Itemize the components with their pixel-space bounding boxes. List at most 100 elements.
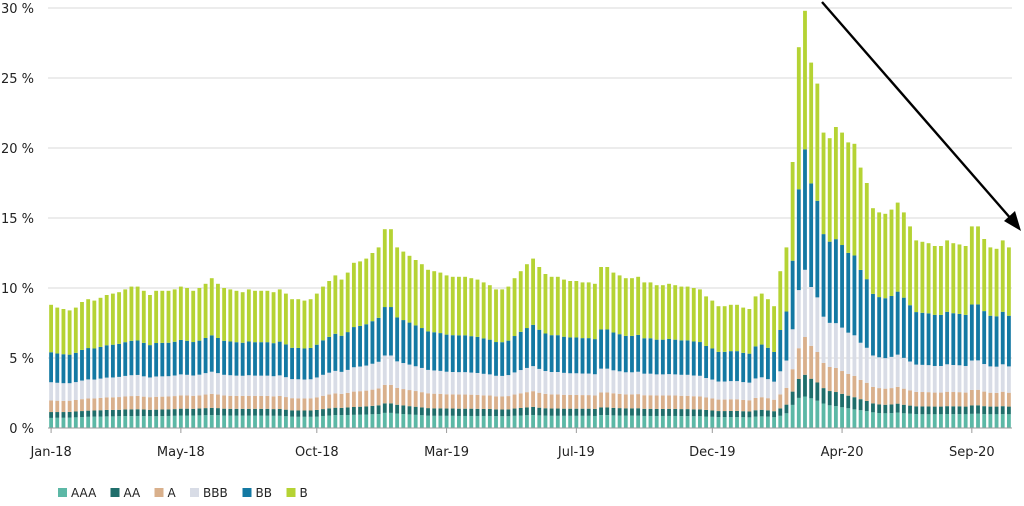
bar-segment-a [481, 395, 486, 409]
bar-segment-aaa [178, 415, 183, 428]
bar-segment-aaa [976, 413, 980, 428]
bar-segment-b [61, 309, 66, 355]
bar-segment-aaa [358, 414, 362, 428]
bar-segment-bbb [549, 372, 554, 395]
bar-segment-bbb [172, 375, 177, 397]
bar-segment-bb [599, 329, 603, 369]
bar-segment-b [327, 281, 332, 337]
bar-segment-aaa [883, 413, 888, 428]
bar-segment-bbb [821, 316, 826, 363]
bar-segment-aa [611, 407, 616, 416]
bar-segment-b [796, 47, 801, 190]
bar-segment-a [296, 398, 301, 411]
bar-segment-b [271, 292, 276, 344]
bar-segment-b [401, 251, 406, 321]
bar-segment-bb [698, 342, 702, 376]
bar-segment-a [673, 395, 678, 409]
bar-segment-bbb [401, 363, 406, 390]
bar-segment-b [895, 202, 900, 292]
bar-segment-bb [920, 312, 925, 365]
bar-segment-bbb [1006, 366, 1011, 393]
bar-segment-bbb [914, 364, 919, 392]
bar-segment-bbb [457, 372, 461, 395]
bar-segment-aa [129, 409, 134, 417]
bar-segment-bb [506, 340, 511, 376]
bar-segment-bbb [494, 375, 498, 397]
bar-segment-bbb [80, 380, 84, 400]
bar-segment-bbb [852, 335, 857, 376]
bar-segment-aaa [833, 406, 838, 428]
bar-segment-bbb [691, 375, 696, 397]
bar-segment-a [73, 400, 78, 412]
bar-segment-a [796, 348, 801, 379]
bar-segment-bbb [988, 366, 993, 393]
bar-segment-aaa [166, 415, 171, 428]
bar-segment-bbb [580, 373, 585, 396]
bar-segment-b [790, 162, 795, 261]
bar-segment-bbb [698, 375, 702, 397]
bar-segment-a [864, 382, 869, 401]
bar-segment-a [722, 399, 727, 412]
bar-segment-bbb [562, 372, 566, 395]
bar-segment-bbb [197, 374, 202, 396]
bar-segment-a [747, 400, 752, 412]
bar-segment-b [370, 253, 375, 322]
bar-segment-bb [555, 335, 560, 372]
bar-segment-bbb [123, 375, 128, 397]
bar-segment-aa [370, 405, 375, 415]
bar-segment-b [487, 285, 492, 340]
bar-segment-bb [753, 346, 758, 379]
bar-segment-bbb [932, 365, 937, 393]
x-tick-label: May-18 [157, 445, 205, 460]
bar-segment-aa [660, 408, 665, 416]
bar-segment-aaa [815, 400, 820, 428]
bar-segment-aa [419, 407, 424, 416]
bar-segment-bb [932, 314, 937, 366]
bar-segment-aaa [926, 414, 931, 428]
bar-segment-a [1006, 392, 1011, 407]
bar-segment-aa [141, 409, 146, 417]
bar-segment-aa [197, 408, 202, 416]
bar-segment-bb [358, 325, 362, 367]
bar-segment-a [685, 395, 690, 410]
bar-segment-aaa [240, 415, 245, 428]
bar-segment-b [512, 278, 517, 337]
bar-segment-aaa [86, 416, 91, 428]
bar-segment-a [889, 388, 894, 405]
bar-segment-a [574, 394, 579, 409]
bar-segment-bb [988, 315, 993, 367]
bar-segment-aaa [722, 417, 727, 428]
bar-segment-aaa [333, 415, 338, 428]
bar-segment-bb [469, 336, 474, 373]
bar-segment-b [803, 10, 807, 150]
bar-segment-aaa [531, 414, 535, 428]
bar-segment-a [790, 369, 795, 392]
bar-segment-bb [994, 316, 999, 367]
bar-segment-bbb [864, 347, 869, 383]
bar-segment-a [691, 396, 696, 410]
bar-segment-aa [654, 408, 659, 416]
bar-segment-bb [376, 317, 381, 362]
bar-segment-aa [803, 374, 807, 397]
bar-segment-aaa [395, 413, 400, 428]
bar-segment-aaa [407, 414, 412, 428]
bar-segment-b [932, 246, 937, 315]
bar-segment-aa [741, 411, 746, 418]
bar-segment-aaa [543, 415, 548, 428]
bar-segment-bb [586, 338, 591, 374]
bar-segment-bbb [951, 365, 956, 393]
bar-segment-aa [339, 407, 344, 416]
bar-segment-bbb [450, 372, 455, 395]
bar-segment-aa [562, 408, 566, 416]
bar-segment-aaa [487, 415, 492, 428]
bar-segment-aaa [549, 415, 554, 428]
bar-segment-bb [939, 314, 943, 366]
bar-segment-aaa [444, 415, 449, 428]
bar-segment-b [833, 127, 838, 240]
bar-segment-b [98, 297, 103, 347]
bar-segment-b [908, 226, 912, 306]
bar-segment-b [494, 289, 498, 343]
bar-segment-aaa [679, 416, 684, 428]
bar-segment-aaa [920, 414, 925, 428]
bar-segment-bbb [963, 365, 968, 393]
